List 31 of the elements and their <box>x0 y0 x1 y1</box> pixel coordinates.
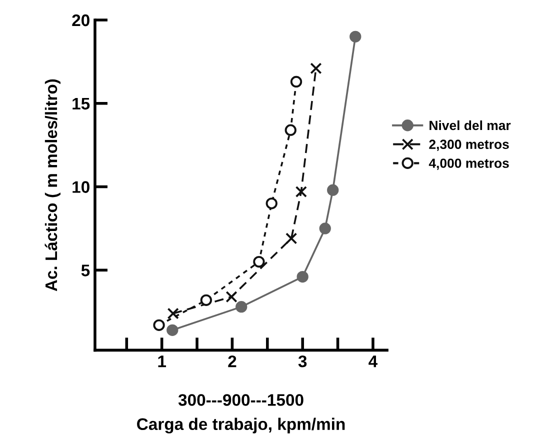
point <box>295 186 308 198</box>
x-tick-label: 3 <box>298 355 307 368</box>
point <box>285 232 298 244</box>
legend-label: Nivel del mar <box>430 120 511 130</box>
point <box>236 300 248 313</box>
y-tick-label: 10 <box>72 181 90 193</box>
text: 300---900---1500 <box>178 394 304 406</box>
point <box>327 184 339 196</box>
legend-label: 2,300 metros <box>429 140 509 151</box>
x-tick-label: 2 <box>228 355 236 368</box>
point <box>350 30 362 43</box>
x-axis-title: Carga de trabajo, kpm/min <box>137 418 345 434</box>
point <box>296 270 308 283</box>
y-tick-label: 5 <box>81 264 90 276</box>
y-tick-label: 15 <box>72 98 90 110</box>
legend-label: 4,000 metros <box>428 158 509 170</box>
point <box>226 290 238 303</box>
point <box>153 319 165 331</box>
point <box>253 256 265 268</box>
point <box>319 222 331 234</box>
y-axis-title: Ac. Láctico ( m moles/litro) <box>44 79 60 292</box>
point <box>166 324 178 336</box>
point <box>167 308 179 320</box>
point <box>310 62 322 74</box>
x-tick-label: 4 <box>368 356 378 368</box>
point <box>284 124 296 136</box>
y-tick-label: 20 <box>72 14 90 26</box>
point <box>266 198 278 210</box>
point <box>200 294 212 306</box>
x-tick-label: 1 <box>158 356 166 368</box>
point <box>290 76 302 88</box>
